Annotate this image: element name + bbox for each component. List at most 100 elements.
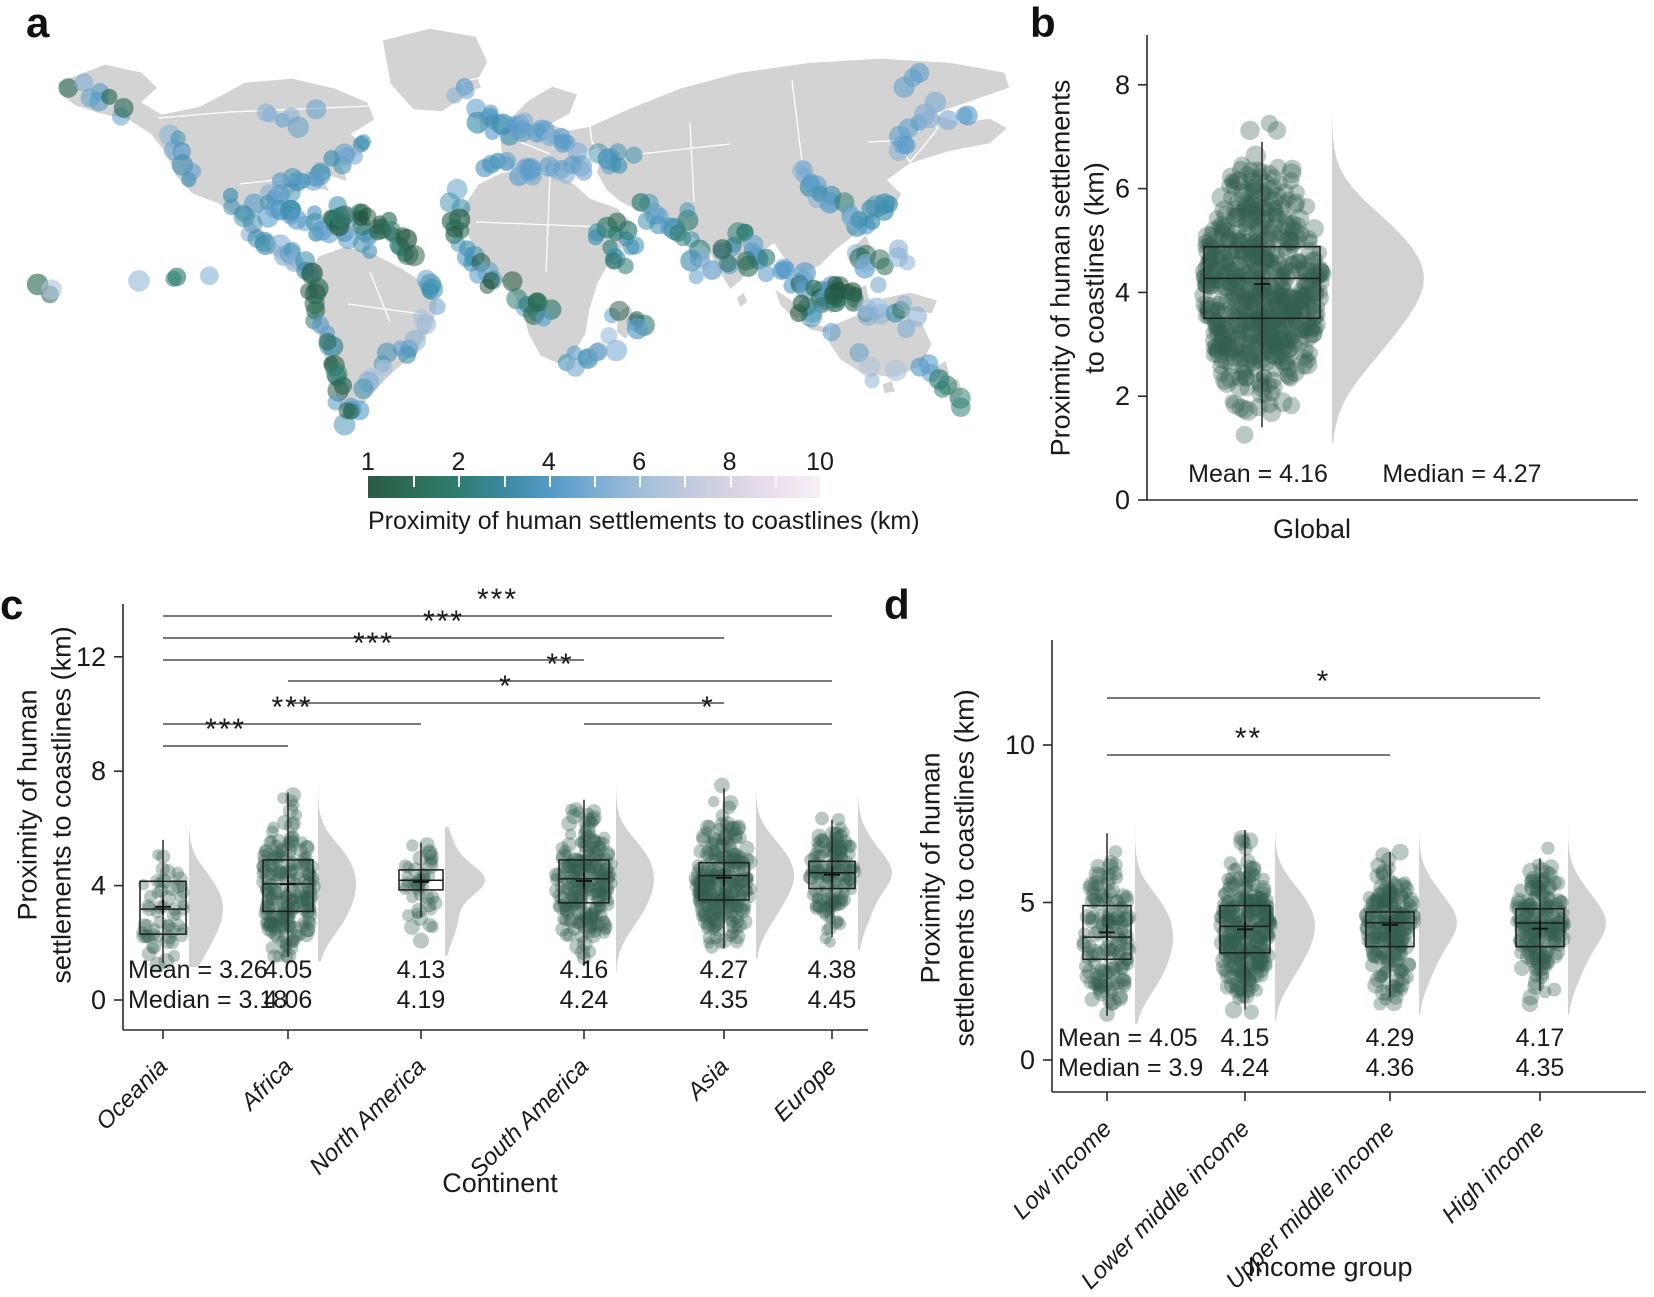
data-point [1286, 288, 1304, 307]
data-point [1228, 240, 1247, 260]
data-point [831, 813, 846, 827]
data-point [824, 896, 838, 910]
data-point [300, 894, 316, 910]
data-point [426, 920, 439, 934]
data-point [1251, 352, 1270, 370]
data-point [419, 837, 435, 853]
data-point [1219, 967, 1236, 984]
data-point [596, 889, 609, 902]
data-point [1265, 217, 1284, 236]
data-point [566, 890, 578, 902]
data-point [1224, 317, 1241, 334]
data-point [1394, 907, 1407, 920]
data-point [566, 890, 578, 902]
data-point [277, 792, 289, 805]
data-point [1259, 225, 1277, 243]
settlement-dot [483, 157, 501, 174]
data-point [1089, 967, 1102, 980]
data-point [841, 871, 858, 887]
data-point [709, 845, 721, 857]
data-point [831, 896, 846, 912]
data-point [584, 827, 597, 840]
data-point [1101, 907, 1115, 921]
data-point [1236, 302, 1255, 321]
data-point [736, 860, 752, 877]
data-point [709, 892, 722, 905]
data-point [719, 886, 734, 901]
data-point [1261, 376, 1278, 393]
data-point [299, 855, 313, 870]
data-point [1236, 228, 1252, 244]
data-point [692, 876, 709, 893]
data-point [258, 844, 274, 860]
data-point [1276, 316, 1292, 333]
data-point [1243, 168, 1261, 187]
data-point [737, 855, 750, 868]
data-point [1260, 325, 1278, 342]
data-point [1276, 259, 1293, 277]
data-point [1237, 307, 1257, 327]
data-point [1249, 288, 1265, 303]
mean-value-label: 4.27 [700, 956, 749, 984]
y-tick-label: 5 [1020, 888, 1035, 918]
data-point [286, 799, 300, 812]
data-point [1086, 881, 1101, 896]
data-point [283, 886, 297, 900]
data-point [716, 906, 730, 921]
box [139, 880, 187, 935]
data-point [709, 901, 724, 917]
coastal-dot-strand [26, 273, 62, 304]
data-point [1249, 398, 1268, 417]
data-point [1229, 191, 1250, 213]
data-point [1272, 342, 1291, 361]
raincloud-oceania [136, 827, 223, 973]
category-label: Asia [681, 1053, 735, 1107]
data-point [1284, 237, 1301, 254]
data-point [832, 915, 845, 928]
data-point [1267, 295, 1288, 316]
settlement-dot [557, 165, 576, 184]
data-point [806, 888, 820, 902]
data-point [578, 827, 592, 842]
data-point [1238, 215, 1255, 232]
significance-stars: *** [205, 713, 246, 746]
data-point [1306, 320, 1324, 337]
data-point [561, 859, 576, 874]
data-point [1228, 221, 1247, 240]
data-point [559, 904, 573, 917]
settlement-dot [885, 359, 907, 382]
category-label: Africa [234, 1053, 298, 1117]
data-point [1229, 207, 1245, 223]
data-point [587, 845, 601, 859]
data-point [693, 890, 708, 906]
data-point [590, 893, 605, 908]
data-point [582, 807, 595, 821]
landmass [881, 379, 897, 395]
data-point [1209, 341, 1227, 359]
data-point [270, 929, 285, 944]
data-point [1278, 345, 1299, 365]
data-point [1299, 321, 1315, 337]
data-point [1091, 878, 1105, 892]
data-point [266, 916, 279, 930]
data-point [1199, 300, 1221, 321]
data-point [1304, 282, 1324, 302]
settlement-dot [625, 146, 643, 164]
data-point [584, 920, 598, 935]
data-point [1252, 188, 1271, 207]
data-point [268, 928, 282, 942]
data-point [1231, 268, 1247, 284]
settlement-dot [611, 157, 628, 174]
data-point [590, 882, 607, 899]
data-point [827, 844, 842, 860]
data-point [1381, 852, 1397, 868]
data-point [1291, 288, 1313, 310]
settlement-dot [617, 257, 634, 275]
data-point [599, 882, 615, 897]
data-point [298, 927, 314, 943]
data-point [1107, 978, 1121, 991]
raincloud-europe [803, 795, 892, 950]
data-point [1276, 194, 1293, 210]
data-point [826, 855, 842, 871]
data-point [594, 901, 608, 914]
